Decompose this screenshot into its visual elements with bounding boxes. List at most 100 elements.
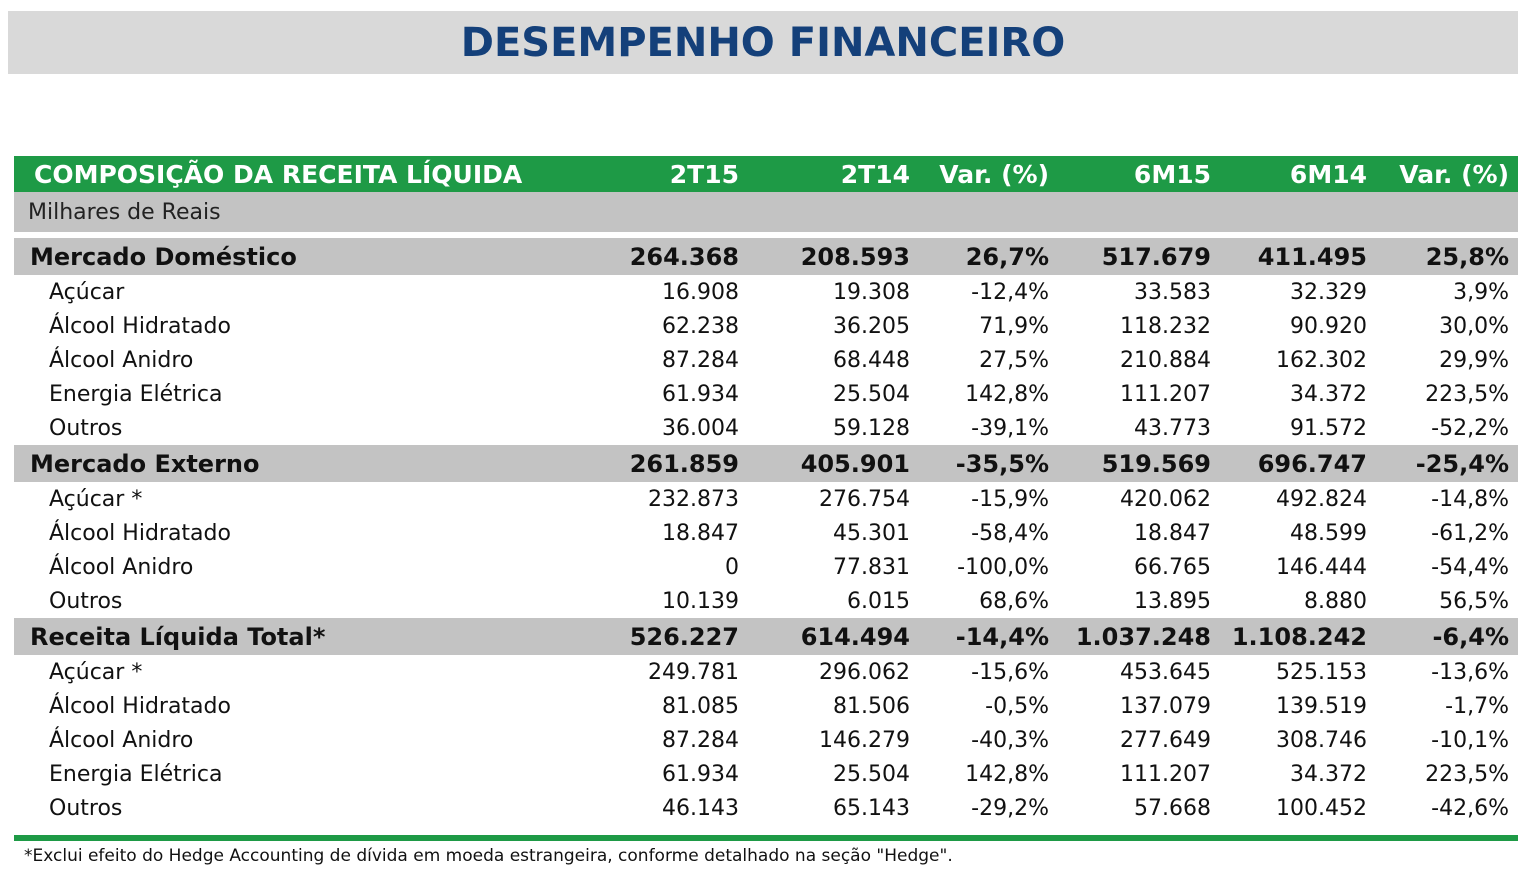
table-cell: 61.934 xyxy=(662,761,739,787)
table-cell: 25.504 xyxy=(833,761,910,787)
column-header: 6M14 xyxy=(1289,159,1367,189)
row-label: Açúcar * xyxy=(49,659,143,685)
table-cell: 8.880 xyxy=(1304,588,1367,614)
row-label: Álcool Hidratado xyxy=(49,693,231,719)
table-cell: 33.583 xyxy=(1134,279,1211,305)
table-cell: 614.494 xyxy=(800,622,910,651)
table-cell: 146.279 xyxy=(819,727,910,753)
table-cell: 210.884 xyxy=(1120,347,1211,373)
table-row: Outros 46.143 65.143 -29,2% 57.668 100.452 -42… xyxy=(14,791,1518,825)
table-row: Álcool Hidratado 18.847 45.301 -58,4% 18.847… xyxy=(14,516,1518,550)
column-header: 2T15 xyxy=(669,159,739,189)
table-cell: 137.079 xyxy=(1120,693,1211,719)
table-cell: 249.781 xyxy=(648,659,739,685)
table-cell: 3,9% xyxy=(1453,279,1509,305)
row-label: Álcool Anidro xyxy=(49,347,194,373)
table-cell: 208.593 xyxy=(800,242,910,271)
row-label: Álcool Hidratado xyxy=(49,520,231,546)
table-cell: -100,0% xyxy=(957,554,1049,580)
table-cell: -1,7% xyxy=(1445,693,1509,719)
table-cell: 81.506 xyxy=(833,693,910,719)
table-row: Açúcar * 232.873 276.754 -15,9% 420.062 492.8… xyxy=(14,482,1518,516)
table-cell: 0 xyxy=(725,554,739,580)
table-cell: 1.037.248 xyxy=(1075,622,1211,651)
table-cell: 62.238 xyxy=(662,313,739,339)
table-cell: 517.679 xyxy=(1101,242,1211,271)
table-cell: -15,9% xyxy=(971,486,1049,512)
table-cell: 525.153 xyxy=(1276,659,1367,685)
row-label: Receita Líquida Total* xyxy=(30,622,326,651)
table-cell: -54,4% xyxy=(1431,554,1509,580)
table-row: Açúcar * 249.781 296.062 -15,6% 453.645 525.1… xyxy=(14,655,1518,689)
table-cell: -58,4% xyxy=(971,520,1049,546)
row-label: Mercado Externo xyxy=(30,449,260,478)
table-cell: 56,5% xyxy=(1439,588,1509,614)
group-row: Mercado Doméstico 264.368 208.593 26,7% 517.… xyxy=(14,238,1518,275)
title-bar: DESEMPENHO FINANCEIRO xyxy=(8,11,1518,74)
table-cell: -42,6% xyxy=(1431,795,1509,821)
column-header: Var. (%) xyxy=(1399,159,1509,189)
table-cell: -52,2% xyxy=(1431,415,1509,441)
table-cell: 90.920 xyxy=(1290,313,1367,339)
table-cell: 1.108.242 xyxy=(1231,622,1367,651)
table-cell: 142,8% xyxy=(965,761,1049,787)
bottom-rule xyxy=(14,835,1518,841)
row-label: Álcool Anidro xyxy=(49,554,194,580)
table-cell: 223,5% xyxy=(1425,761,1509,787)
table-header-row: COMPOSIÇÃO DA RECEITA LÍQUIDA 2T15 2T14 … xyxy=(14,156,1518,192)
table-cell: 59.128 xyxy=(833,415,910,441)
table-row: Álcool Anidro 87.284 146.279 -40,3% 277.649 3… xyxy=(14,723,1518,757)
table-cell: -14,8% xyxy=(1431,486,1509,512)
table-cell: 87.284 xyxy=(662,727,739,753)
table-cell: 91.572 xyxy=(1290,415,1367,441)
table-cell: -15,6% xyxy=(971,659,1049,685)
table-cell: 16.908 xyxy=(662,279,739,305)
table-cell: -39,1% xyxy=(971,415,1049,441)
column-header: 6M15 xyxy=(1133,159,1211,189)
table-cell: -25,4% xyxy=(1415,449,1509,478)
table-cell: 25.504 xyxy=(833,381,910,407)
table-cell: -0,5% xyxy=(985,693,1049,719)
column-header: 2T14 xyxy=(840,159,910,189)
table-cell: 34.372 xyxy=(1290,761,1367,787)
table-cell: 81.085 xyxy=(662,693,739,719)
column-header: Var. (%) xyxy=(939,159,1049,189)
row-label: Mercado Doméstico xyxy=(30,242,297,271)
units-label: Milhares de Reais xyxy=(28,199,221,225)
table-row: Outros 36.004 59.128 -39,1% 43.773 91.572 -52,… xyxy=(14,411,1518,445)
row-label: Outros xyxy=(49,415,123,441)
group-row: Receita Líquida Total* 526.227 614.494 -14,… xyxy=(14,618,1518,655)
row-label: Álcool Anidro xyxy=(49,727,194,753)
table-cell: 66.765 xyxy=(1134,554,1211,580)
table-row: Energia Elétrica 61.934 25.504 142,8% 111.20… xyxy=(14,377,1518,411)
table-cell: 453.645 xyxy=(1120,659,1211,685)
page-title: DESEMPENHO FINANCEIRO xyxy=(460,19,1066,66)
row-label: Energia Elétrica xyxy=(49,381,223,407)
table-cell: 100.452 xyxy=(1276,795,1367,821)
table-cell: 223,5% xyxy=(1425,381,1509,407)
group-row: Mercado Externo 261.859 405.901 -35,5% 519.5… xyxy=(14,445,1518,482)
table-cell: 43.773 xyxy=(1134,415,1211,441)
table-cell: 57.668 xyxy=(1134,795,1211,821)
table-cell: 34.372 xyxy=(1290,381,1367,407)
table-cell: 77.831 xyxy=(833,554,910,580)
table-cell: 46.143 xyxy=(662,795,739,821)
table-body: Mercado Doméstico 264.368 208.593 26,7% 517.… xyxy=(14,238,1518,825)
table-cell: 411.495 xyxy=(1257,242,1367,271)
table-cell: 264.368 xyxy=(629,242,739,271)
table-cell: 10.139 xyxy=(662,588,739,614)
row-label: Açúcar * xyxy=(49,486,143,512)
table-cell: 142,8% xyxy=(965,381,1049,407)
table-cell: 139.519 xyxy=(1276,693,1367,719)
table-cell: 18.847 xyxy=(1134,520,1211,546)
row-label: Outros xyxy=(49,588,123,614)
table-cell: -10,1% xyxy=(1431,727,1509,753)
table-row: Álcool Anidro 0 77.831 -100,0% 66.765 146.444… xyxy=(14,550,1518,584)
table-cell: 146.444 xyxy=(1276,554,1367,580)
table-cell: 18.847 xyxy=(662,520,739,546)
table-row: Álcool Hidratado 81.085 81.506 -0,5% 137.079… xyxy=(14,689,1518,723)
table-row: Açúcar 16.908 19.308 -12,4% 33.583 32.329 3,9% xyxy=(14,275,1518,309)
table-cell: 68,6% xyxy=(979,588,1049,614)
table-cell: 71,9% xyxy=(979,313,1049,339)
table-cell: 13.895 xyxy=(1134,588,1211,614)
